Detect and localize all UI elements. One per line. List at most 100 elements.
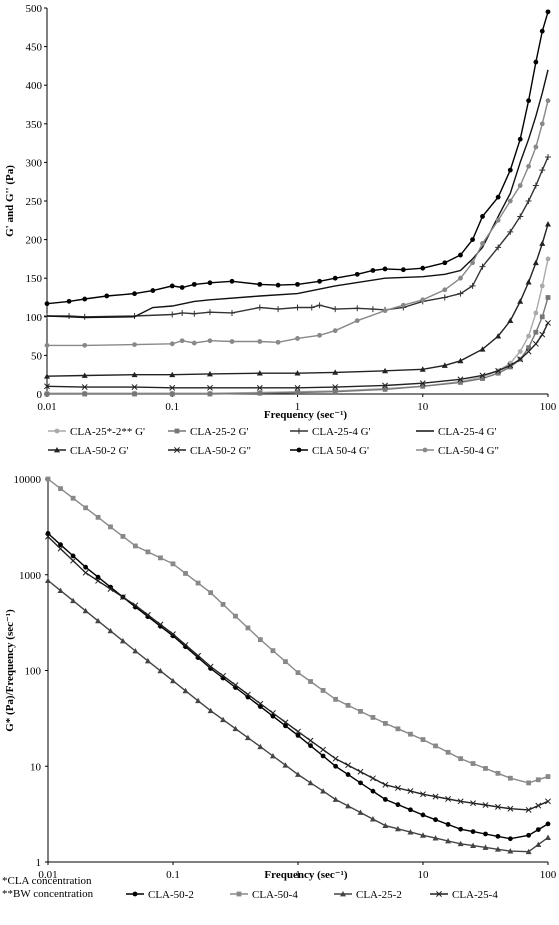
chart2-data-point <box>408 731 413 737</box>
chart1-series-6 <box>44 320 551 391</box>
chart1-y-tick-label: 100 <box>26 312 43 324</box>
chart1-data-point <box>354 271 360 277</box>
chart1-data-point <box>539 121 545 127</box>
chart1-data-point <box>420 297 426 303</box>
chart2-data-point <box>244 691 251 698</box>
chart2-data-point <box>95 617 102 624</box>
chart1-data-point <box>82 296 88 302</box>
chart1-data-point <box>354 305 361 312</box>
chart2-series-line <box>47 532 549 840</box>
chart2-data-point <box>283 723 288 729</box>
chart1-y-tick-label: 150 <box>26 273 43 285</box>
chart1-data-point <box>400 267 406 273</box>
chart1-data-point <box>442 260 448 266</box>
chart1-data-point <box>495 367 502 374</box>
chart1-data-point <box>354 318 360 324</box>
legend-swatch-marker <box>54 428 60 434</box>
chart1-data-point <box>526 163 531 169</box>
chart2-data-point <box>70 557 77 564</box>
chart1-data-point <box>539 167 546 174</box>
chart2-data-point <box>470 842 477 849</box>
chart2-data-point <box>320 746 327 753</box>
chart2-data-point <box>220 672 227 679</box>
chart1-data-point <box>169 311 176 318</box>
legend-swatch-marker <box>422 447 428 453</box>
chart1-data-point <box>229 278 235 284</box>
chart2-data-point <box>445 796 452 802</box>
chart1-data-point <box>229 339 235 344</box>
chart2-x-tick-label: 1 <box>295 869 301 881</box>
chart1-data-point <box>526 333 531 339</box>
legend-swatch-marker <box>296 447 302 453</box>
chart2-data-point <box>45 531 51 536</box>
chart2-data-point <box>70 597 77 604</box>
chart1-data-point <box>419 366 426 372</box>
chart1-data-point <box>44 391 50 397</box>
chart1-data-point <box>539 331 546 338</box>
chart2-data-point <box>370 788 376 794</box>
chart1-data-point <box>495 333 502 339</box>
chart1-y-tick-label: 200 <box>26 235 43 247</box>
chart1-data-point <box>479 372 486 379</box>
chart2-data-point <box>445 837 452 844</box>
chart1-data-point <box>132 342 137 347</box>
chart2-data-point <box>535 827 541 833</box>
chart1-data-point <box>545 256 551 262</box>
chart1-data-point <box>517 349 523 354</box>
chart1-data-point <box>420 383 426 389</box>
chart1-data-point <box>207 338 213 344</box>
legend-swatch-marker <box>340 891 346 897</box>
chart1-data-point <box>207 384 213 391</box>
chart1-data-point <box>526 98 531 104</box>
chart2-data-point <box>295 732 301 738</box>
chart2-data-point <box>170 561 176 567</box>
chart1-y-tick-label: 500 <box>26 3 43 15</box>
chart2-legend-label: CLA-50-4 <box>252 889 298 901</box>
chart2-data-point <box>307 737 314 744</box>
chart2-series-line <box>47 579 549 853</box>
chart2-data-point <box>507 848 514 854</box>
chart2-data-point <box>83 505 89 511</box>
chart2-data-point <box>107 627 114 634</box>
chart2-data-point <box>345 702 351 708</box>
chart2-data-point <box>433 743 438 749</box>
chart1-legend-item <box>168 447 186 453</box>
chart2-data-point <box>183 571 188 576</box>
chart1-series-line <box>46 224 549 377</box>
chart1-data-point <box>132 291 137 297</box>
chart1-legend-item <box>168 428 186 434</box>
chart2-data-point <box>107 586 114 592</box>
chart2-series-3 <box>45 577 551 855</box>
chart1-series-7 <box>44 9 551 307</box>
chart2-data-point <box>394 825 401 832</box>
chart1-y-tick-label: 400 <box>26 80 43 92</box>
chart2-data-point <box>295 771 301 777</box>
chart1-data-point <box>525 279 532 285</box>
chart1-legend-label: CLA-25-2 G' <box>190 426 249 438</box>
chart1-series-line <box>47 156 549 318</box>
chart2-data-point <box>308 679 313 684</box>
chart1-y-tick-label: 250 <box>26 196 43 208</box>
chart2-data-point <box>507 775 513 781</box>
chart1-data-point <box>382 266 388 272</box>
chart2-data-point <box>382 822 389 828</box>
chart1-data-point <box>370 268 376 273</box>
chart1-data-point <box>457 376 464 383</box>
chart2-data-point <box>432 793 439 800</box>
chart1-data-point <box>533 329 539 335</box>
legend-swatch-marker <box>174 447 180 453</box>
chart2-y-axis-label: G* (Pa)/Frequency (sec⁻¹) <box>4 609 16 732</box>
chart2-data-point <box>57 587 64 594</box>
chart2-series-4 <box>45 533 551 813</box>
chart1-data-point <box>441 362 448 368</box>
chart2-data-point <box>382 797 388 802</box>
chart2-data-point <box>207 663 214 670</box>
chart2-data-point <box>269 710 276 716</box>
chart2-data-point <box>482 844 489 850</box>
chart1-data-point <box>545 221 551 227</box>
chart1-data-point <box>458 252 463 258</box>
chart1-data-point <box>470 237 475 243</box>
chart2-data-point <box>458 756 464 762</box>
chart2-data-point <box>358 708 363 714</box>
chart2-data-point <box>245 625 251 631</box>
